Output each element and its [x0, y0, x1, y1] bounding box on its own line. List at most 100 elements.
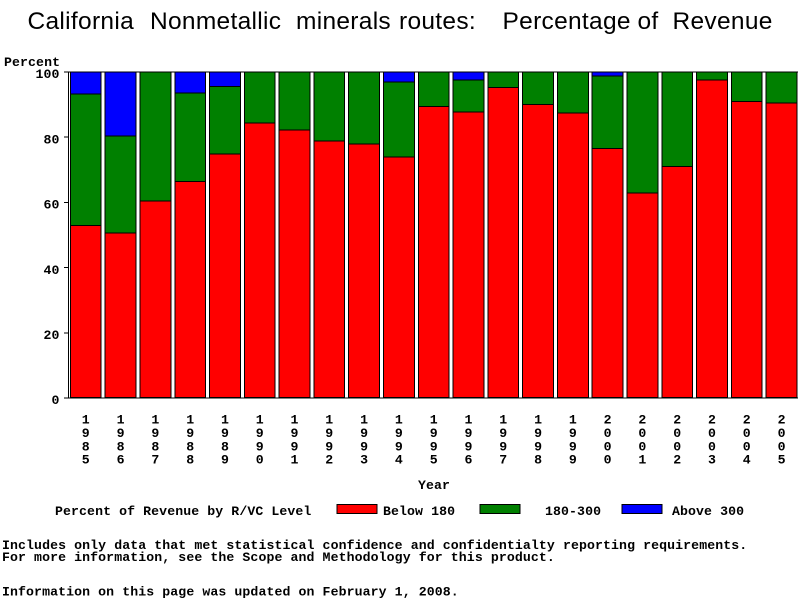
svg-text:100: 100 — [35, 67, 59, 82]
svg-text:1: 1 — [430, 413, 438, 428]
svg-text:1: 1 — [464, 413, 472, 428]
svg-text:2: 2 — [325, 453, 333, 468]
svg-text:9: 9 — [256, 439, 264, 454]
svg-text:Includes only data that met st: Includes only data that met statistical … — [2, 538, 747, 553]
svg-text:1: 1 — [186, 413, 194, 428]
svg-text:0: 0 — [778, 439, 786, 454]
svg-text:3: 3 — [360, 453, 368, 468]
svg-text:9: 9 — [430, 439, 438, 454]
svg-text:9: 9 — [360, 426, 368, 441]
svg-text:9: 9 — [430, 426, 438, 441]
svg-text:9: 9 — [395, 439, 403, 454]
svg-text:0: 0 — [256, 453, 264, 468]
svg-text:6: 6 — [464, 453, 472, 468]
svg-text:9: 9 — [290, 426, 298, 441]
svg-text:9: 9 — [256, 426, 264, 441]
svg-text:2: 2 — [778, 413, 786, 428]
svg-text:8: 8 — [186, 453, 194, 468]
svg-text:9: 9 — [221, 426, 229, 441]
svg-text:9: 9 — [325, 426, 333, 441]
svg-text:0: 0 — [51, 393, 59, 408]
svg-text:0: 0 — [673, 426, 681, 441]
svg-text:9: 9 — [534, 426, 542, 441]
svg-text:1: 1 — [395, 413, 403, 428]
svg-text:0: 0 — [604, 453, 612, 468]
svg-text:9: 9 — [117, 426, 125, 441]
svg-text:9: 9 — [360, 439, 368, 454]
svg-text:0: 0 — [708, 426, 716, 441]
svg-text:9: 9 — [151, 426, 159, 441]
svg-text:20: 20 — [43, 328, 59, 343]
svg-text:9: 9 — [534, 439, 542, 454]
svg-text:9: 9 — [186, 426, 194, 441]
svg-text:1: 1 — [117, 413, 125, 428]
svg-text:1: 1 — [221, 413, 229, 428]
svg-text:1: 1 — [290, 413, 298, 428]
svg-text:0: 0 — [638, 439, 646, 454]
svg-text:3: 3 — [708, 453, 716, 468]
svg-text:60: 60 — [43, 198, 59, 213]
svg-text:Below 180: Below 180 — [383, 504, 455, 519]
svg-text:0: 0 — [778, 426, 786, 441]
svg-text:1: 1 — [499, 413, 507, 428]
svg-text:0: 0 — [673, 439, 681, 454]
svg-text:0: 0 — [743, 426, 751, 441]
svg-text:1: 1 — [82, 413, 90, 428]
svg-text:Information on this page was u: Information on this page was updated on … — [2, 585, 459, 600]
svg-text:Percent: Percent — [4, 55, 60, 70]
svg-text:1: 1 — [534, 413, 542, 428]
svg-text:Percent of Revenue by R/VC Lev: Percent of Revenue by R/VC Level — [55, 504, 311, 519]
svg-text:4: 4 — [395, 453, 403, 468]
svg-text:9: 9 — [499, 439, 507, 454]
svg-text:1: 1 — [325, 413, 333, 428]
svg-text:8: 8 — [534, 453, 542, 468]
svg-text:9: 9 — [395, 426, 403, 441]
svg-text:0: 0 — [708, 439, 716, 454]
svg-text:2: 2 — [673, 453, 681, 468]
svg-text:9: 9 — [221, 453, 229, 468]
svg-text:9: 9 — [569, 439, 577, 454]
svg-text:8: 8 — [82, 439, 90, 454]
svg-text:9: 9 — [325, 439, 333, 454]
svg-text:1: 1 — [290, 453, 298, 468]
svg-text:7: 7 — [499, 453, 507, 468]
svg-text:8: 8 — [221, 439, 229, 454]
svg-text:180-300: 180-300 — [545, 504, 601, 519]
svg-text:4: 4 — [743, 453, 751, 468]
svg-text:7: 7 — [151, 453, 159, 468]
svg-text:9: 9 — [499, 426, 507, 441]
svg-text:Year: Year — [418, 478, 450, 493]
svg-text:0: 0 — [604, 426, 612, 441]
svg-text:2: 2 — [638, 413, 646, 428]
svg-text:1: 1 — [638, 453, 646, 468]
svg-text:Above 300: Above 300 — [672, 504, 744, 519]
svg-text:9: 9 — [82, 426, 90, 441]
svg-text:1: 1 — [151, 413, 159, 428]
svg-text:5: 5 — [778, 453, 786, 468]
svg-text:2: 2 — [604, 413, 612, 428]
svg-text:1: 1 — [360, 413, 368, 428]
svg-text:For more information, see the: For more information, see the Scope and … — [2, 550, 555, 565]
svg-text:2: 2 — [743, 413, 751, 428]
svg-text:6: 6 — [117, 453, 125, 468]
svg-text:9: 9 — [569, 453, 577, 468]
svg-text:40: 40 — [43, 263, 59, 278]
svg-text:5: 5 — [82, 453, 90, 468]
svg-text:2: 2 — [673, 413, 681, 428]
svg-text:9: 9 — [464, 426, 472, 441]
svg-text:0: 0 — [743, 439, 751, 454]
svg-text:9: 9 — [569, 426, 577, 441]
svg-text:8: 8 — [151, 439, 159, 454]
svg-text:8: 8 — [117, 439, 125, 454]
svg-text:9: 9 — [290, 439, 298, 454]
svg-text:9: 9 — [464, 439, 472, 454]
svg-text:0: 0 — [638, 426, 646, 441]
svg-text:1: 1 — [569, 413, 577, 428]
svg-text:1: 1 — [256, 413, 264, 428]
svg-text:8: 8 — [186, 439, 194, 454]
svg-text:0: 0 — [604, 439, 612, 454]
svg-text:2: 2 — [708, 413, 716, 428]
svg-text:80: 80 — [43, 132, 59, 147]
svg-text:5: 5 — [430, 453, 438, 468]
